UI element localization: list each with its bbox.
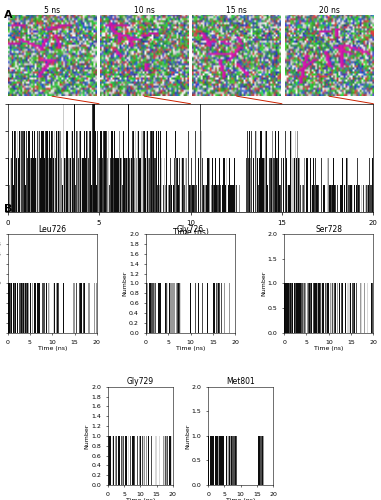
Title: Ser728: Ser728 [315, 224, 342, 234]
Y-axis label: Number: Number [123, 271, 128, 296]
Title: Met801: Met801 [226, 377, 255, 386]
X-axis label: Time (ns): Time (ns) [38, 346, 67, 351]
Text: B: B [4, 204, 12, 214]
Title: 5 ns: 5 ns [44, 6, 60, 15]
X-axis label: Time (ns): Time (ns) [126, 498, 155, 500]
Y-axis label: Number: Number [185, 423, 190, 448]
X-axis label: Time (ns): Time (ns) [176, 346, 205, 351]
Y-axis label: Number: Number [85, 423, 90, 448]
X-axis label: Time (ns): Time (ns) [314, 346, 343, 351]
Y-axis label: Number: Number [261, 271, 266, 296]
Title: Leu726: Leu726 [38, 224, 66, 234]
Title: 10 ns: 10 ns [134, 6, 155, 15]
Title: Gly726: Gly726 [177, 224, 204, 234]
X-axis label: Time (ns): Time (ns) [226, 498, 255, 500]
Text: A: A [4, 10, 13, 20]
Title: 20 ns: 20 ns [319, 6, 339, 15]
X-axis label: Time (ns): Time (ns) [173, 228, 208, 237]
Title: 15 ns: 15 ns [226, 6, 247, 15]
Title: Gly729: Gly729 [127, 377, 154, 386]
